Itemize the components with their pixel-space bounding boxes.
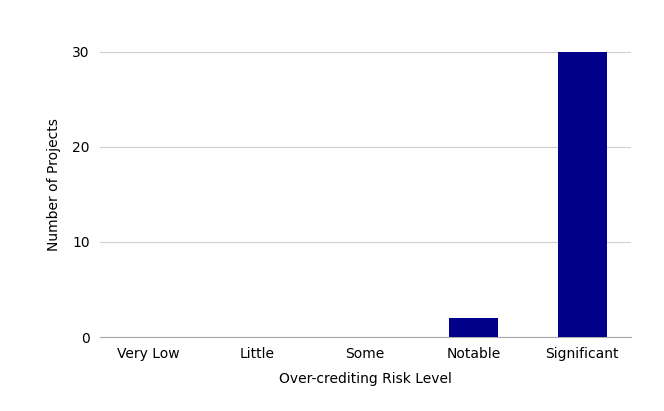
Y-axis label: Number of Projects: Number of Projects (47, 118, 61, 252)
X-axis label: Over-crediting Risk Level: Over-crediting Risk Level (279, 372, 452, 386)
Bar (558, 52, 607, 337)
Bar (450, 318, 498, 337)
